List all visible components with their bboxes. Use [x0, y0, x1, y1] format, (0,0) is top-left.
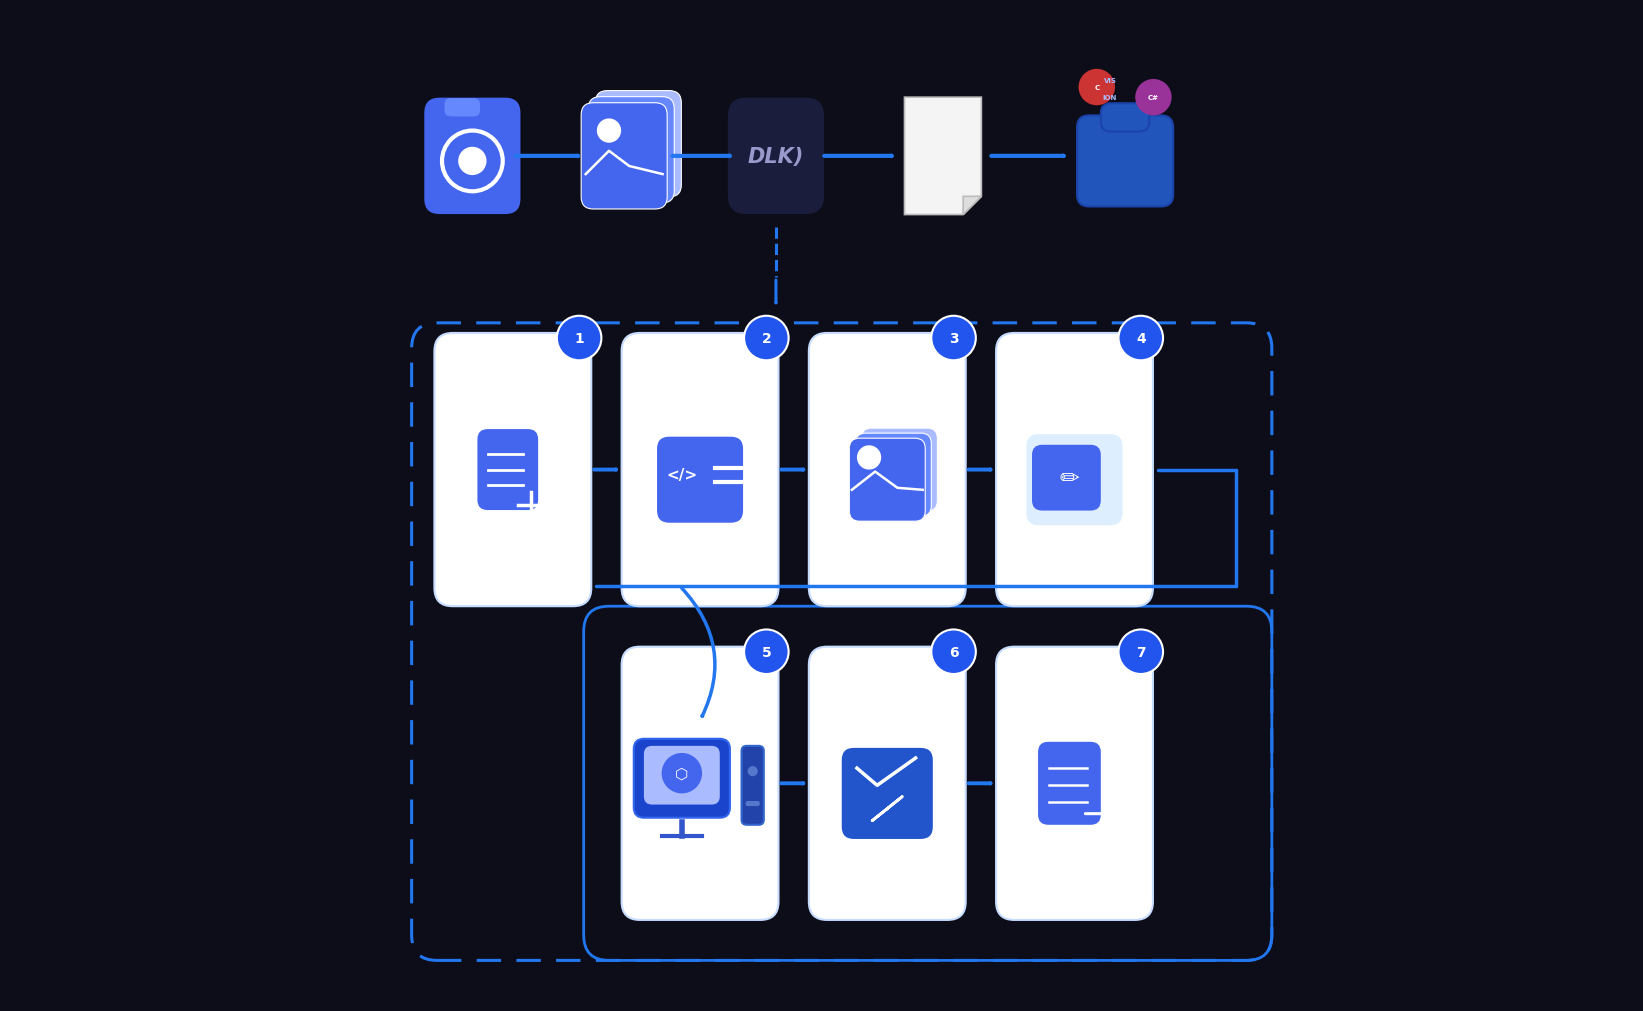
FancyBboxPatch shape: [996, 647, 1153, 920]
Text: C: C: [1094, 85, 1099, 91]
FancyBboxPatch shape: [644, 746, 720, 805]
Circle shape: [746, 468, 759, 482]
Text: 6: 6: [948, 645, 958, 659]
FancyBboxPatch shape: [808, 334, 966, 607]
FancyBboxPatch shape: [728, 99, 825, 215]
FancyBboxPatch shape: [1032, 445, 1101, 512]
FancyBboxPatch shape: [841, 748, 933, 839]
FancyBboxPatch shape: [621, 334, 779, 607]
FancyBboxPatch shape: [808, 647, 966, 920]
FancyBboxPatch shape: [849, 439, 925, 522]
Text: 2: 2: [761, 332, 771, 346]
FancyBboxPatch shape: [595, 92, 682, 198]
FancyBboxPatch shape: [634, 739, 729, 818]
Polygon shape: [905, 98, 981, 215]
FancyBboxPatch shape: [445, 99, 480, 117]
Circle shape: [858, 446, 881, 470]
FancyBboxPatch shape: [1078, 116, 1173, 207]
Text: 4: 4: [1135, 332, 1145, 346]
FancyBboxPatch shape: [478, 430, 539, 511]
Text: 7: 7: [1135, 645, 1145, 659]
FancyBboxPatch shape: [434, 334, 591, 607]
FancyBboxPatch shape: [741, 746, 764, 825]
Text: C#: C#: [1148, 95, 1158, 101]
FancyBboxPatch shape: [856, 434, 932, 517]
Circle shape: [1119, 630, 1163, 674]
FancyBboxPatch shape: [1038, 742, 1101, 825]
Circle shape: [744, 316, 789, 361]
FancyBboxPatch shape: [861, 429, 938, 512]
Polygon shape: [963, 197, 981, 215]
Circle shape: [596, 119, 621, 144]
Text: 1: 1: [575, 332, 583, 346]
Circle shape: [662, 753, 702, 794]
Text: ✏: ✏: [1060, 466, 1079, 490]
FancyBboxPatch shape: [657, 438, 743, 524]
FancyBboxPatch shape: [1027, 435, 1122, 526]
Circle shape: [1078, 70, 1116, 106]
Circle shape: [744, 630, 789, 674]
FancyBboxPatch shape: [746, 801, 759, 807]
Text: DLK): DLK): [748, 147, 803, 167]
Text: ⬡: ⬡: [675, 766, 688, 780]
Text: 5: 5: [761, 645, 771, 659]
FancyBboxPatch shape: [996, 334, 1153, 607]
FancyBboxPatch shape: [1101, 104, 1150, 132]
Circle shape: [557, 316, 601, 361]
Text: </>: </>: [667, 468, 697, 482]
FancyBboxPatch shape: [424, 99, 521, 215]
Circle shape: [932, 316, 976, 361]
Text: ION: ION: [1102, 95, 1117, 101]
FancyBboxPatch shape: [621, 647, 779, 920]
Circle shape: [748, 766, 757, 776]
Text: 3: 3: [948, 332, 958, 346]
Circle shape: [1119, 316, 1163, 361]
Circle shape: [1135, 80, 1171, 116]
FancyBboxPatch shape: [582, 104, 667, 210]
Circle shape: [458, 148, 486, 176]
FancyBboxPatch shape: [588, 98, 674, 204]
Text: VIS: VIS: [1104, 78, 1116, 84]
Circle shape: [932, 630, 976, 674]
